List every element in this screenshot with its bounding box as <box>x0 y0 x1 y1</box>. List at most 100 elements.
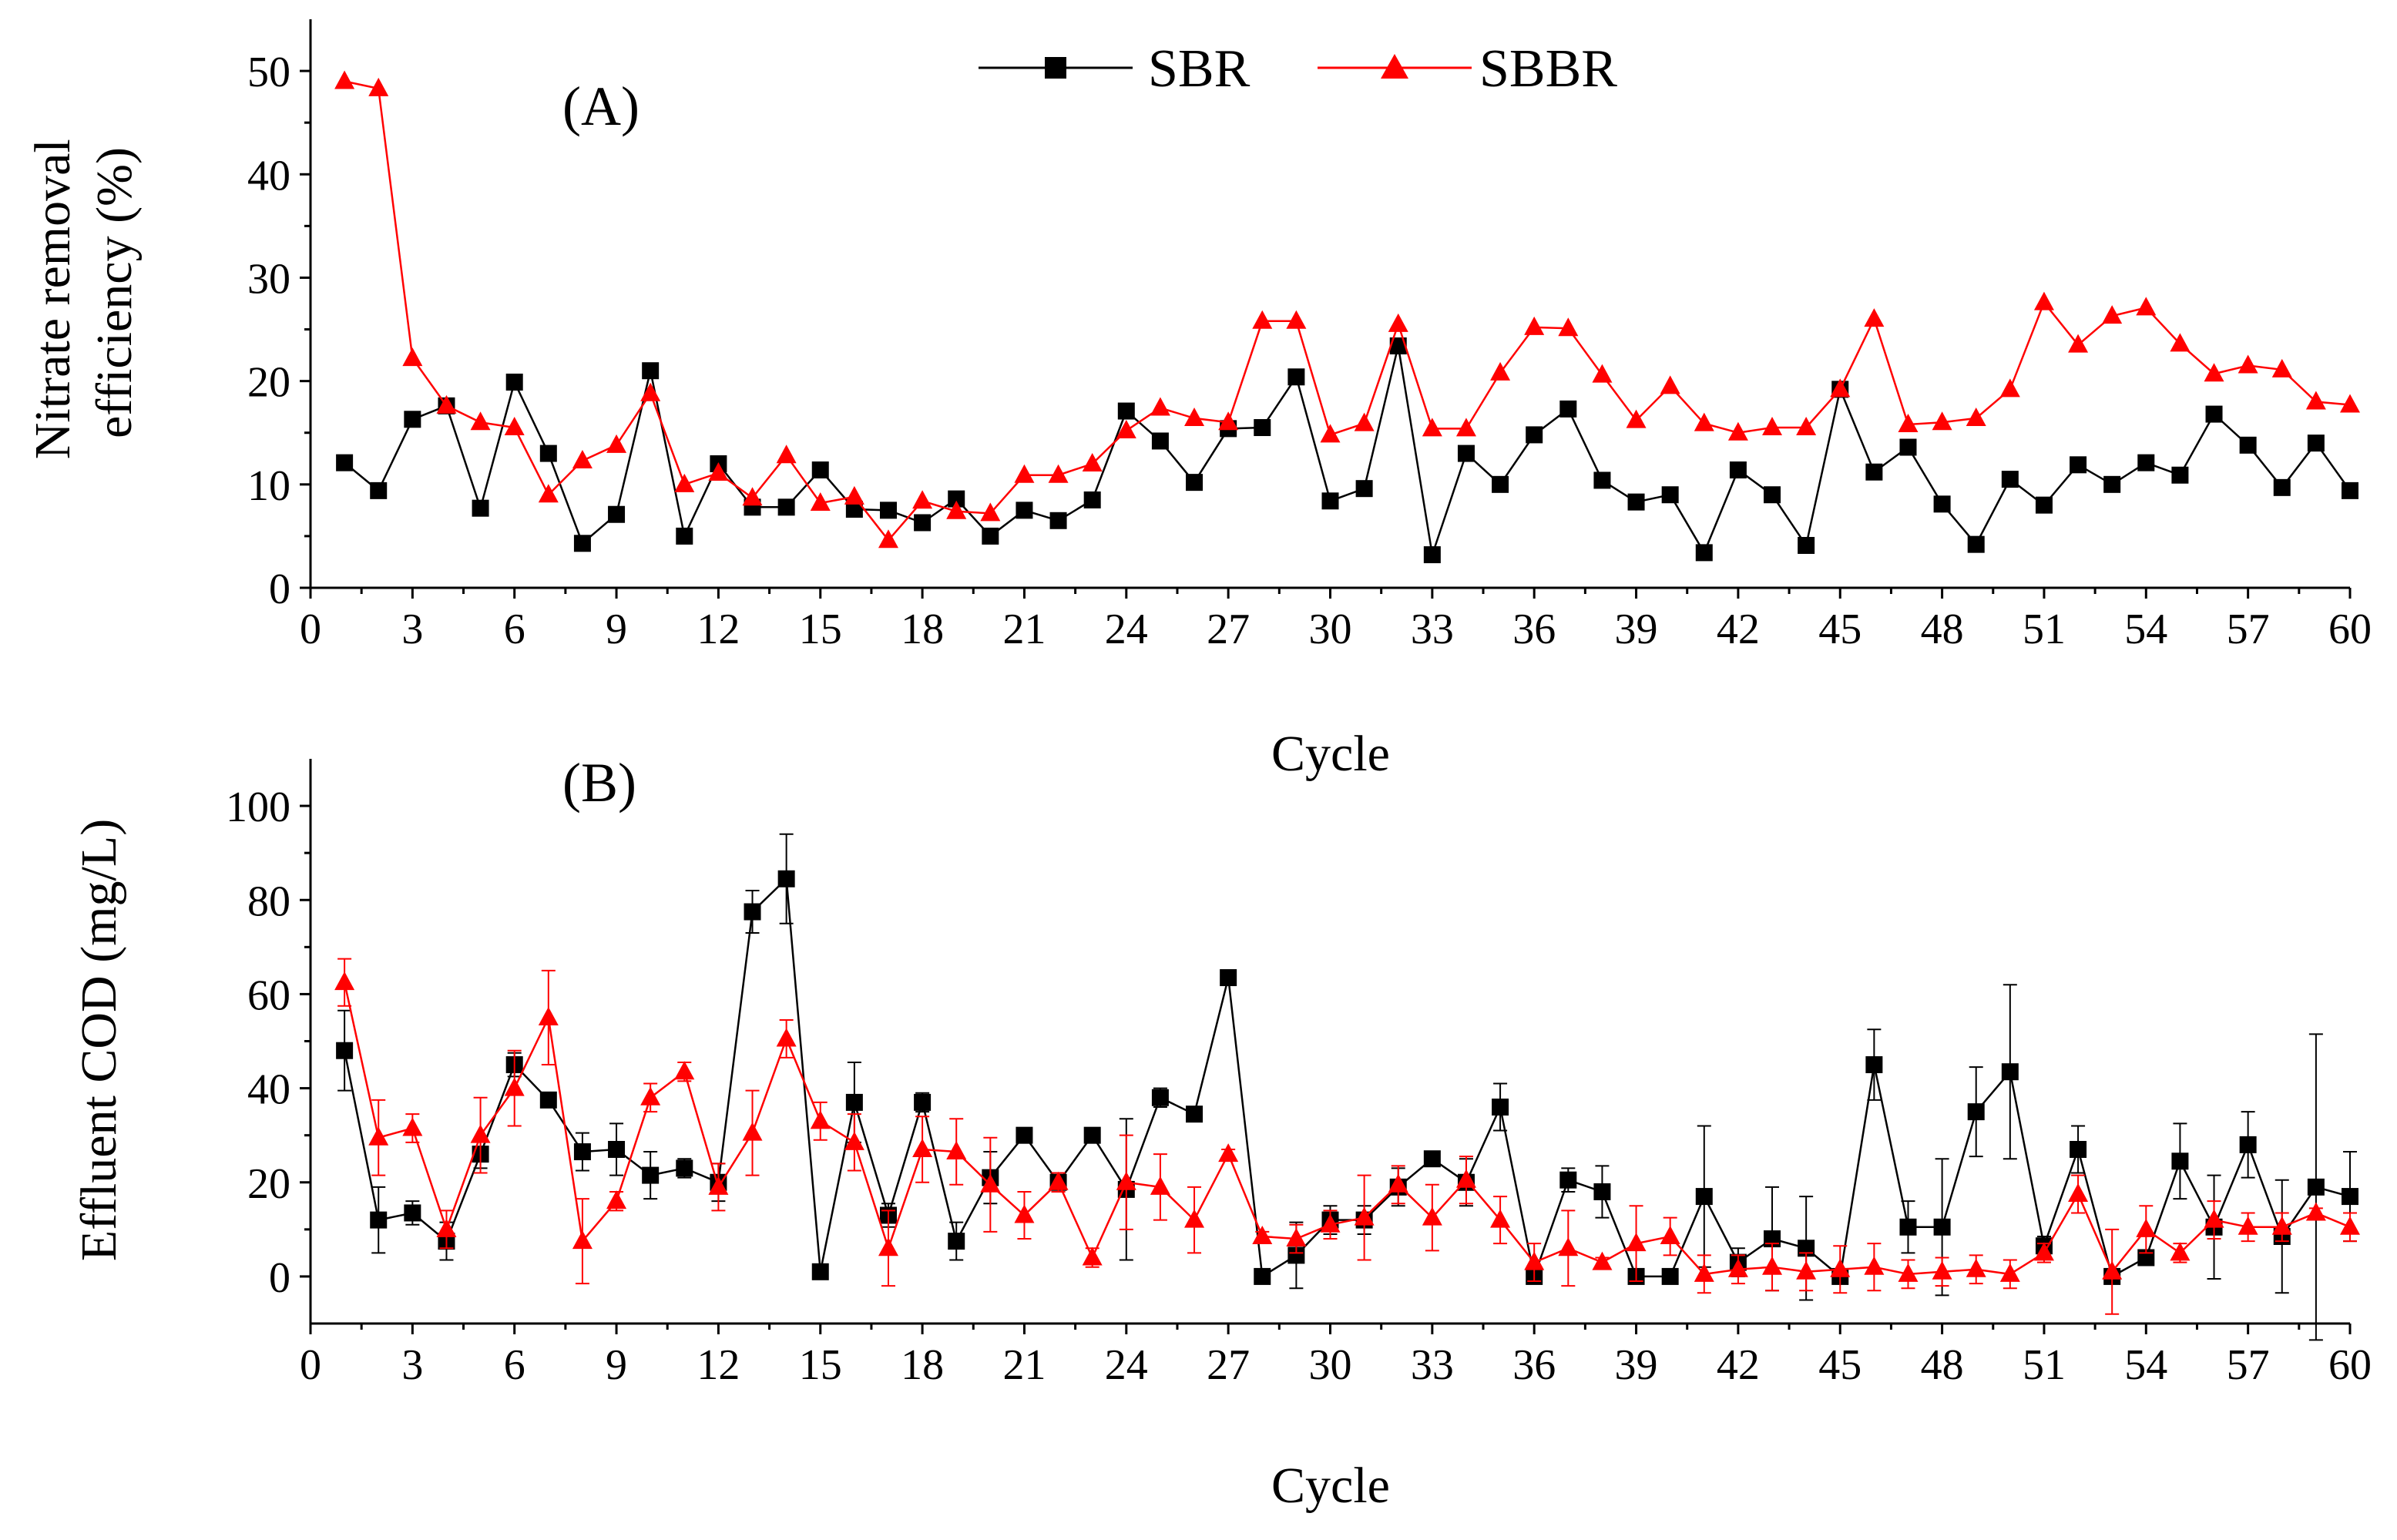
panel-b-sbbr-point <box>470 1124 491 1143</box>
panel-b-x-tick-label: 15 <box>799 1341 842 1389</box>
panel-a-sbbr-point <box>1694 412 1714 431</box>
legend-sbr-marker <box>1045 57 1066 79</box>
panel-a-sbr-point <box>1526 426 1543 444</box>
panel-a-x-tick-label: 39 <box>1615 606 1658 653</box>
panel-a-sbr-point <box>1083 491 1101 508</box>
panel-b-sbbr-point <box>1388 1173 1408 1193</box>
panel-b-sbbr-point <box>844 1131 864 1150</box>
panel-a-sbbr-point <box>1966 407 1986 426</box>
panel-a-sbbr-point <box>1660 375 1680 394</box>
panel-a-sbbr-point <box>1455 418 1476 437</box>
panel-a-sbbr-point <box>1592 364 1613 383</box>
panel-a-sbr-point <box>336 454 354 471</box>
panel-b-sbbr-point <box>1286 1228 1307 1247</box>
panel-b-sbbr-point <box>2170 1242 2191 1261</box>
panel-a-x-tick-label: 15 <box>799 606 842 653</box>
panel-b-sbbr-point <box>742 1122 763 1141</box>
panel-b-x-tick-label: 60 <box>2328 1341 2372 1389</box>
panel-a-sbbr-point <box>470 411 491 431</box>
panel-a-sbr-point <box>1933 495 1951 513</box>
panel-a-sbbr-point <box>1490 361 1511 381</box>
panel-b-x-tick-label: 3 <box>401 1341 423 1389</box>
panel-a-sbr-point <box>2001 471 2019 488</box>
panel-b-sbr-point <box>2171 1152 2189 1170</box>
panel-a-sbbr-point <box>606 434 627 453</box>
panel-b-sbbr-point <box>1660 1225 1680 1244</box>
panel-b-sbr-point <box>948 1233 965 1250</box>
panel-b-sbbr-point <box>878 1237 898 1256</box>
panel-a-sbr-point <box>642 362 660 380</box>
panel-b-x-tick-label: 12 <box>697 1341 740 1389</box>
panel-b-sbbr-point <box>1014 1204 1035 1223</box>
panel-a-sbbr-point <box>1252 310 1273 329</box>
panel-a-sbbr-point <box>640 382 661 401</box>
panel-a-sbr-point <box>1016 502 1033 519</box>
panel-a-sbr-point <box>914 514 932 532</box>
panel-b-x-tick-label: 36 <box>1512 1341 1556 1389</box>
panel-a-sbbr-point <box>1048 464 1069 483</box>
panel-b-sbbr-point <box>436 1218 457 1237</box>
panel-a-x-tick-label: 42 <box>1717 606 1760 653</box>
panel-a-sbbr-point <box>2102 305 2123 324</box>
panel-b-sbbr-point <box>2102 1260 2123 1280</box>
panel-a-sbr-point <box>1117 402 1135 420</box>
panel-b-x-tick-label: 51 <box>2023 1341 2066 1389</box>
panel-b-y-title: Effluent COD (mg/L) <box>71 819 127 1261</box>
panel-a-x-tick-label: 3 <box>401 606 423 653</box>
panel-b-y-tick-label: 20 <box>247 1160 290 1208</box>
panel-b-sbbr-point <box>2340 1216 2360 1235</box>
panel-b-sbbr-point <box>504 1077 525 1096</box>
panel-b-x-tick-label: 0 <box>300 1341 321 1389</box>
panel-b-x-tick-label: 21 <box>1002 1341 1046 1389</box>
panel-a-axes: 0 3 6 9 12 15 18 21 24 27 30 33 36 39 42 45 48 51 54 57 6001… <box>247 19 2372 653</box>
panel-a-y-title: Nitrate removal efficiency (%) <box>25 126 143 459</box>
panel-b-sbbr-point <box>1455 1169 1476 1188</box>
panel-b-y-tick-label: 100 <box>226 783 290 831</box>
panel-a-x-tick-label: 21 <box>1002 606 1046 653</box>
panel-a-sbbr-point <box>946 500 967 519</box>
panel-b-x-title: Cycle <box>1271 1458 1390 1514</box>
panel-a-sbbr-point <box>1150 397 1170 416</box>
panel-a-sbbr-point <box>402 347 423 367</box>
panel-a-x-tick-label: 0 <box>300 606 321 653</box>
panel-b-axes: 0 3 6 9 12 15 18 21 24 27 30 33 36 39 42 45 48 51 54 57 6002… <box>226 759 2372 1389</box>
panel-b-x-tick-label: 57 <box>2227 1341 2270 1389</box>
panel-b-sbr-point <box>1559 1171 1577 1189</box>
panel-a-sbr-point <box>676 527 693 545</box>
panel-a-x-tick-label: 27 <box>1207 606 1250 653</box>
panel-b-sbbr-point <box>1524 1251 1545 1270</box>
panel-a-sbr-point <box>1389 337 1407 355</box>
panel-b-x-tick-label: 45 <box>1818 1341 1862 1389</box>
panel-b-sbbr-point <box>946 1141 967 1160</box>
panel-b-sbr-point <box>744 903 761 921</box>
panel-a-sbbr-point <box>810 492 831 511</box>
panel-a-sbr-point <box>370 481 388 499</box>
panel-a-sbr-point <box>879 502 897 519</box>
panel-a-x-tick-label: 51 <box>2023 606 2066 653</box>
panel-b-sbr-point <box>1593 1183 1611 1200</box>
panel-b-sbr-point <box>1220 969 1237 987</box>
panel-a-sbbr-line <box>344 80 2351 542</box>
panel-a-sbr-point <box>1661 486 1679 504</box>
panel-a-sbr-point <box>2239 436 2257 454</box>
legend-sbbr-label: SBBR <box>1479 39 1617 99</box>
panel-b-sbbr-point <box>1864 1256 1885 1275</box>
panel-b-x-tick-label: 33 <box>1411 1341 1454 1389</box>
panel-a-x-tick-label: 12 <box>697 606 740 653</box>
panel-a-sbbr-point <box>2170 333 2191 352</box>
panel-b-series-sbbr <box>334 958 2360 1315</box>
panel-b-sbr-point <box>914 1093 932 1111</box>
panel-a-sbbr-point <box>1558 317 1579 337</box>
panel-a-sbbr-point <box>1286 310 1307 329</box>
panel-b-sbr-point <box>1695 1188 1713 1206</box>
panel-b-sbbr-point <box>1490 1209 1511 1228</box>
panel-a-sbr-point <box>1492 475 1509 493</box>
panel-b-sbbr-point <box>1252 1225 1273 1244</box>
panel-a-sbr-point <box>1355 480 1373 498</box>
panel-b-sbbr-point <box>368 1126 389 1146</box>
panel-a-sbr-point <box>1287 368 1305 386</box>
panel-a-x-tick-label: 57 <box>2227 606 2270 653</box>
panel-a-sbr-point <box>2307 434 2325 452</box>
panel-a-sbr-point <box>1764 486 1781 504</box>
panel-b-sbr-point <box>539 1091 557 1109</box>
